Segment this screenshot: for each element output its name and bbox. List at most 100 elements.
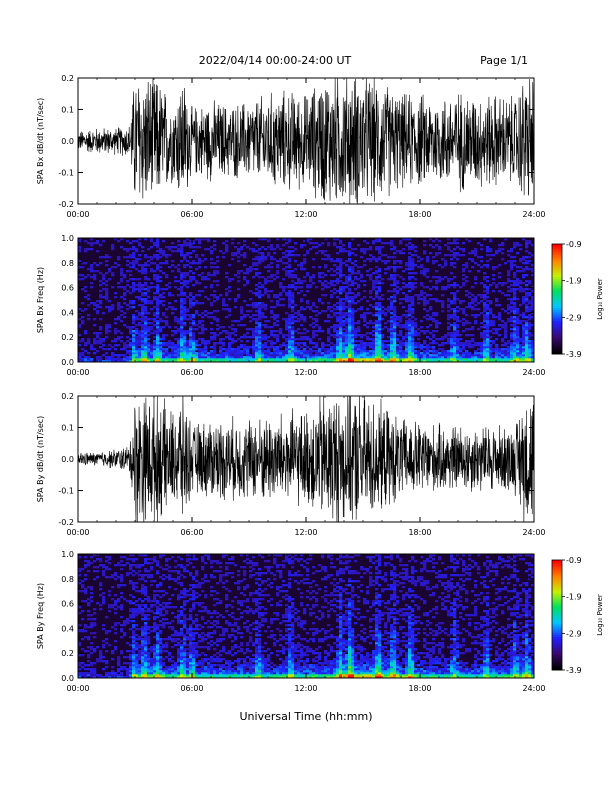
spectrogram-cell (510, 338, 513, 340)
spectrogram-cell (396, 358, 399, 360)
spectrogram-cell (453, 254, 456, 256)
spectrogram-cell (153, 270, 156, 272)
spectrogram-cell (180, 292, 183, 294)
spectrogram-cell (387, 346, 390, 348)
spectrogram-cell (330, 294, 333, 296)
spectrogram-cell (525, 288, 528, 290)
spectrogram-cell (399, 326, 402, 328)
spectrogram-cell (393, 344, 396, 346)
spectrogram-cell (324, 348, 327, 350)
spectrogram-cell (156, 292, 159, 294)
spectrogram-cell (93, 608, 96, 610)
spectrogram-cell (498, 354, 501, 356)
spectrogram-cell (216, 256, 219, 258)
spectrogram-cell (291, 308, 294, 310)
spectrogram-cell (153, 356, 156, 358)
spectrogram-cell (105, 296, 108, 298)
spectrogram-cell (156, 340, 159, 342)
spectrogram-cell (126, 304, 129, 306)
spectrogram-cell (291, 274, 294, 276)
spectrogram-cell (510, 328, 513, 330)
spectrogram-cell (408, 246, 411, 248)
spectrogram-cell (117, 668, 120, 670)
spectrogram-cell (447, 248, 450, 250)
spectrogram-cell (522, 320, 525, 322)
spectrogram-cell (345, 264, 348, 266)
spectrogram-cell (255, 314, 258, 316)
spectrogram-cell (99, 244, 102, 246)
spectrogram-cell (483, 332, 486, 334)
spectrogram-cell (114, 322, 117, 324)
spectrogram-cell (375, 346, 378, 348)
spectrogram-cell (204, 354, 207, 356)
spectrogram-cell (348, 270, 351, 272)
spectrogram-cell (426, 286, 429, 288)
spectrogram-cell (378, 280, 381, 282)
spectrogram-cell (450, 302, 453, 304)
spectrogram-cell (447, 254, 450, 256)
spectrogram-cell (156, 354, 159, 356)
spectrogram-cell (87, 338, 90, 340)
spectrogram-cell (285, 350, 288, 352)
spectrogram-cell (501, 258, 504, 260)
spectrogram-cell (120, 274, 123, 276)
spectrogram-cell (465, 340, 468, 342)
spectrogram-cell (147, 288, 150, 290)
spectrogram-cell (183, 310, 186, 312)
spectrogram-cell (453, 336, 456, 338)
spectrogram-cell (384, 358, 387, 360)
spectrogram-cell (267, 336, 270, 338)
spectrogram-cell (150, 318, 153, 320)
spectrogram-cell (381, 340, 384, 342)
waveform-trace (78, 384, 534, 529)
spectrogram-cell (456, 352, 459, 354)
spectrogram-cell (183, 300, 186, 302)
spectrogram-cell (132, 290, 135, 292)
spectrogram-cell (177, 248, 180, 250)
spectrogram-cell (489, 344, 492, 346)
spectrogram-cell (81, 584, 84, 586)
spectrogram-cell (336, 316, 339, 318)
spectrogram-cell (486, 324, 489, 326)
spectrogram-cell (330, 346, 333, 348)
spectrogram-cell (174, 316, 177, 318)
y-tick-label: 0.2 (61, 392, 74, 401)
spectrogram-cell (486, 248, 489, 250)
spectrogram-cell (465, 328, 468, 330)
spectrogram-cell (96, 674, 99, 676)
spectrogram-cell (84, 672, 87, 674)
spectrogram-cell (141, 314, 144, 316)
spectrogram-cell (192, 314, 195, 316)
spectrogram-cell (90, 614, 93, 616)
spectrogram-cell (126, 248, 129, 250)
spectrogram-cell (492, 274, 495, 276)
spectrogram-cell (129, 650, 132, 652)
spectrogram-cell (219, 294, 222, 296)
spectrogram-cell (522, 332, 525, 334)
spectrogram-cell (441, 294, 444, 296)
spectrogram-cell (210, 358, 213, 360)
spectrogram-cell (504, 352, 507, 354)
spectrogram-cell (375, 336, 378, 338)
spectrogram-cell (183, 318, 186, 320)
spectrogram-cell (300, 314, 303, 316)
spectrogram-cell (339, 318, 342, 320)
spectrogram-cell (120, 568, 123, 570)
spectrogram-cell (156, 304, 159, 306)
spectrogram-cell (156, 346, 159, 348)
spectrogram-cell (129, 628, 132, 630)
spectrogram-cell (180, 298, 183, 300)
spectrogram-cell (474, 282, 477, 284)
spectrogram-cell (360, 316, 363, 318)
spectrogram-cell (207, 272, 210, 274)
spectrogram-cell (483, 308, 486, 310)
spectrogram-cell (408, 348, 411, 350)
spectrogram-cell (126, 290, 129, 292)
spectrogram-cell (144, 322, 147, 324)
spectrogram-cell (153, 292, 156, 294)
spectrogram-cell (339, 276, 342, 278)
spectrogram-cell (381, 328, 384, 330)
spectrogram-cell (303, 332, 306, 334)
spectrogram-cell (105, 632, 108, 634)
spectrogram-cell (459, 344, 462, 346)
